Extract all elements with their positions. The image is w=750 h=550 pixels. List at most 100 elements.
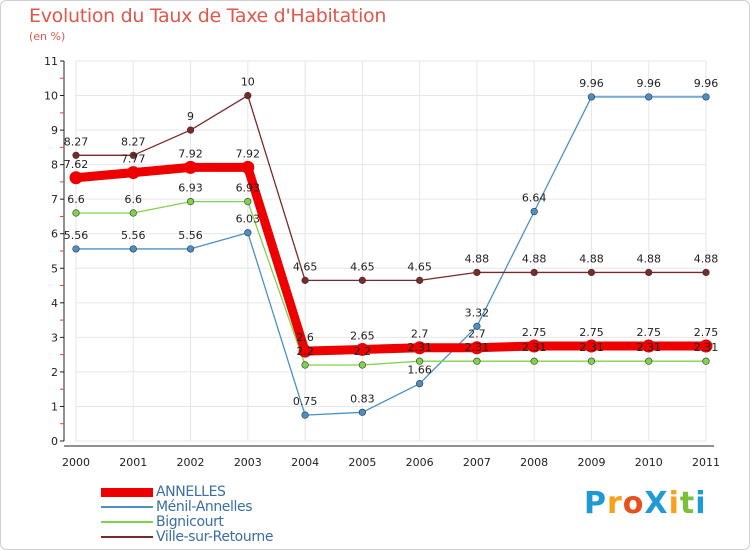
data-label: 2.2 bbox=[354, 345, 372, 358]
data-label: 8.27 bbox=[64, 135, 89, 148]
data-point bbox=[470, 341, 484, 355]
x-tick-label: 2009 bbox=[577, 456, 605, 469]
x-tick-label: 2006 bbox=[406, 456, 434, 469]
data-point bbox=[244, 91, 252, 100]
y-tick-label: 10 bbox=[44, 90, 58, 103]
data-label: 9 bbox=[187, 110, 194, 123]
data-point bbox=[301, 411, 309, 419]
data-point bbox=[702, 93, 710, 101]
data-point bbox=[244, 229, 252, 237]
data-label: 7.92 bbox=[236, 147, 261, 160]
x-tick-label: 2001 bbox=[119, 456, 147, 469]
data-label: 6.93 bbox=[236, 182, 261, 195]
data-label: 4.88 bbox=[694, 252, 719, 265]
axis-layer: 0 1 2 3 4 5 6 7 8 9 10 11 2000 2001 2002 2003 2004 2005 20… bbox=[44, 55, 720, 469]
data-point bbox=[413, 341, 427, 355]
logo-letter: i bbox=[668, 486, 680, 521]
data-label: 4.65 bbox=[407, 260, 432, 273]
data-label: 4.65 bbox=[350, 260, 375, 273]
legend-label: Ménil-Annelles bbox=[156, 499, 253, 515]
data-point bbox=[416, 380, 424, 388]
grid-layer bbox=[75, 60, 707, 442]
data-point bbox=[129, 245, 137, 253]
data-point bbox=[530, 208, 538, 216]
y-tick-label: 2 bbox=[51, 366, 58, 379]
data-point bbox=[358, 408, 366, 416]
data-label: 6.03 bbox=[236, 213, 261, 226]
y-tick-label: 1 bbox=[51, 400, 58, 413]
data-label: 3.32 bbox=[465, 306, 490, 319]
data-point bbox=[186, 245, 195, 253]
series-line-annelles bbox=[75, 162, 706, 356]
x-tick-label: 2002 bbox=[177, 456, 205, 469]
data-label: 2.6 bbox=[296, 331, 314, 344]
logo-letter: r bbox=[607, 486, 623, 521]
data-label: 2.31 bbox=[636, 341, 661, 354]
data-label: 2.7 bbox=[411, 328, 429, 341]
data-label: 0.75 bbox=[293, 395, 318, 408]
data-point bbox=[301, 361, 309, 369]
data-label: 0.83 bbox=[350, 392, 375, 405]
data-point bbox=[584, 339, 598, 353]
data-point bbox=[587, 93, 596, 101]
x-tick-label: 2000 bbox=[62, 456, 90, 469]
data-label: 2.65 bbox=[350, 329, 375, 342]
data-label: 2.75 bbox=[522, 326, 547, 339]
series-line-ville-sur-retourne bbox=[76, 94, 706, 282]
data-label: 7.77 bbox=[121, 153, 146, 166]
legend-label: ANNELLES bbox=[156, 484, 226, 500]
data-point bbox=[416, 357, 424, 365]
proxiti-logo: ProXiti bbox=[584, 486, 707, 521]
data-label: 4.88 bbox=[579, 252, 604, 265]
logo-letter: o bbox=[622, 486, 645, 521]
data-label: 2.75 bbox=[579, 326, 604, 339]
data-label: 2.75 bbox=[636, 326, 661, 339]
data-label: 9.96 bbox=[694, 77, 719, 90]
data-label: 2.2 bbox=[296, 345, 314, 358]
data-point bbox=[355, 342, 369, 356]
chart-subtitle: (en %) bbox=[29, 30, 66, 43]
data-point bbox=[473, 322, 481, 330]
data-point bbox=[587, 357, 596, 365]
legend-swatch bbox=[101, 536, 153, 538]
legend-swatch bbox=[101, 487, 153, 497]
data-label: 5.56 bbox=[178, 229, 203, 242]
x-tick-label: 2003 bbox=[234, 456, 262, 469]
data-point bbox=[298, 344, 312, 358]
logo-letter: t bbox=[679, 486, 696, 521]
data-point bbox=[358, 276, 366, 284]
data-label: 6.6 bbox=[125, 193, 143, 206]
y-tick-label: 9 bbox=[51, 124, 58, 137]
data-point bbox=[645, 268, 653, 277]
legend-swatch bbox=[101, 521, 153, 523]
y-tick-label: 0 bbox=[51, 435, 58, 448]
logo-letter: P bbox=[584, 486, 607, 521]
data-label: 6.6 bbox=[67, 193, 85, 206]
y-tick-label: 8 bbox=[51, 159, 58, 172]
data-label: 9.96 bbox=[636, 77, 661, 90]
y-tick-label: 5 bbox=[51, 262, 58, 275]
data-point bbox=[642, 339, 656, 353]
data-label: 7.62 bbox=[64, 158, 89, 171]
data-point bbox=[186, 198, 195, 206]
data-label: 6.64 bbox=[522, 192, 547, 205]
legend-label: Bignicourt bbox=[156, 514, 224, 530]
data-label: 4.88 bbox=[465, 252, 490, 265]
data-point bbox=[527, 339, 541, 353]
data-label: 7.92 bbox=[178, 147, 203, 160]
y-tick-label: 6 bbox=[51, 228, 58, 241]
data-point bbox=[530, 268, 538, 277]
legend-label: Ville-sur-Retourne bbox=[156, 529, 274, 545]
data-label: 2.31 bbox=[522, 341, 547, 354]
data-label: 2.7 bbox=[468, 328, 486, 341]
x-tick-label: 2004 bbox=[291, 456, 319, 469]
y-tick-label: 7 bbox=[51, 193, 58, 206]
data-point bbox=[129, 151, 137, 159]
data-point bbox=[184, 160, 198, 174]
data-point bbox=[244, 198, 252, 206]
x-tick-label: 2005 bbox=[348, 456, 376, 469]
data-point bbox=[72, 209, 80, 217]
data-label: 5.56 bbox=[121, 229, 146, 242]
data-label: 2.31 bbox=[694, 341, 719, 354]
